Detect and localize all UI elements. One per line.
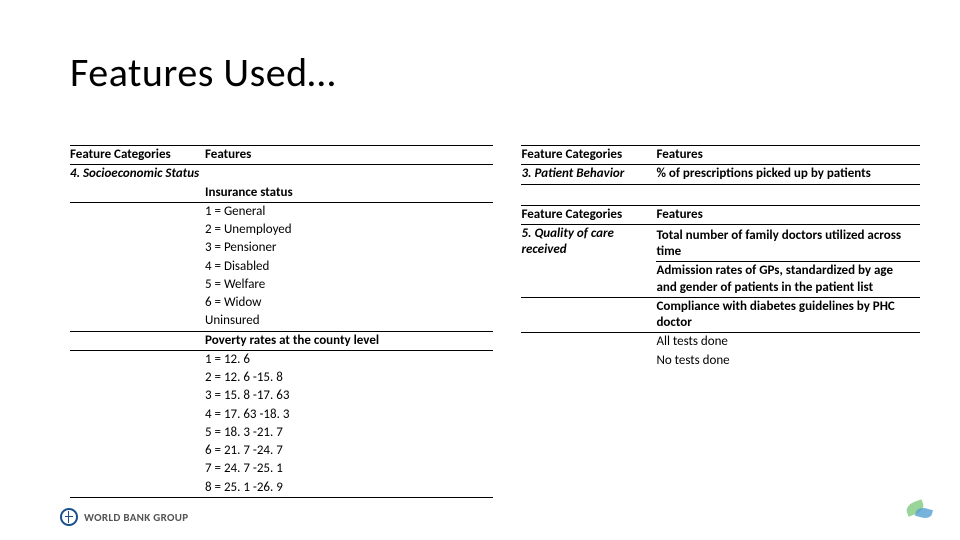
value-text: 2 = 12. 6 -15. 8 xyxy=(205,369,493,387)
globe-icon xyxy=(60,508,78,526)
category-name: 5. Quality of care received xyxy=(521,226,613,257)
value-text: 4 = Disabled xyxy=(205,258,493,276)
world-bank-logo: WORLD BANK GROUP xyxy=(60,508,188,526)
col-header-features: Features xyxy=(205,146,493,165)
category-row: 3. Patient Behavior % of prescriptions p… xyxy=(521,165,920,184)
value-row: 3 = 15. 8 -17. 63 xyxy=(70,387,493,405)
col-header-categories: Feature Categories xyxy=(521,146,656,165)
value-row: Uninsured xyxy=(70,312,493,331)
footer: WORLD BANK GROUP xyxy=(60,508,188,526)
value-text: 6 = 21. 7 -24. 7 xyxy=(205,442,493,460)
value-text: 7 = 24. 7 -25. 1 xyxy=(205,460,493,478)
table-header-row: Feature Categories Features xyxy=(70,146,493,165)
value-row: 5 = 18. 3 -21. 7 xyxy=(70,424,493,442)
feature-row: Admission rates of GPs, standardized by … xyxy=(521,262,920,298)
feature-text: % of prescriptions picked up by patients xyxy=(656,165,920,184)
page-title: Features Used… xyxy=(70,48,336,97)
value-text: 6 = Widow xyxy=(205,294,493,312)
corner-logo-icon xyxy=(900,498,942,526)
table-header-row: Feature Categories Features xyxy=(521,205,920,224)
value-text: No tests done xyxy=(656,352,920,370)
category-name: 4. Socioeconomic Status xyxy=(70,166,199,181)
category-name: 3. Patient Behavior xyxy=(521,166,624,181)
value-row: No tests done xyxy=(521,352,920,370)
value-text: 1 = General xyxy=(205,202,493,221)
right-column: Feature Categories Features 3. Patient B… xyxy=(521,145,920,498)
value-text: Uninsured xyxy=(205,312,493,331)
value-row: 4 = Disabled xyxy=(70,258,493,276)
value-row: 2 = 12. 6 -15. 8 xyxy=(70,369,493,387)
world-bank-text: WORLD BANK GROUP xyxy=(84,511,188,524)
value-text: 8 = 25. 1 -26. 9 xyxy=(205,479,493,498)
value-text: 3 = Pensioner xyxy=(205,239,493,257)
feature-text: Admission rates of GPs, standardized by … xyxy=(656,262,920,298)
left-column: Feature Categories Features 4. Socioecon… xyxy=(70,145,493,498)
value-row: 5 = Welfare xyxy=(70,276,493,294)
value-text: 2 = Unemployed xyxy=(205,221,493,239)
feature-row: Compliance with diabetes guidelines by P… xyxy=(521,297,920,333)
right-table-2: Feature Categories Features 5. Quality o… xyxy=(521,205,920,370)
value-text: 1 = 12. 6 xyxy=(205,350,493,369)
value-text: 5 = Welfare xyxy=(205,276,493,294)
feature-text: Compliance with diabetes guidelines by P… xyxy=(656,297,920,333)
feature-text: Total number of family doctors utilized … xyxy=(656,227,920,262)
value-row: 1 = 12. 6 xyxy=(70,350,493,369)
col-header-features: Features xyxy=(656,146,920,165)
value-row: 6 = Widow xyxy=(70,294,493,312)
value-row: 2 = Unemployed xyxy=(70,221,493,239)
value-row: 6 = 21. 7 -24. 7 xyxy=(70,442,493,460)
table-header-row: Feature Categories Features xyxy=(521,146,920,165)
value-text: 5 = 18. 3 -21. 7 xyxy=(205,424,493,442)
value-row: All tests done xyxy=(521,333,920,352)
value-text: 3 = 15. 8 -17. 63 xyxy=(205,387,493,405)
value-row: 3 = Pensioner xyxy=(70,239,493,257)
value-text: All tests done xyxy=(656,333,920,352)
right-table-1: Feature Categories Features 3. Patient B… xyxy=(521,145,920,185)
subgroup-header: Poverty rates at the county level xyxy=(70,331,493,350)
value-row: 7 = 24. 7 -25. 1 xyxy=(70,460,493,478)
value-row: 8 = 25. 1 -26. 9 xyxy=(70,479,493,498)
left-table: Feature Categories Features 4. Socioecon… xyxy=(70,145,493,498)
value-row: 1 = General xyxy=(70,202,493,221)
value-text: 4 = 17. 63 -18. 3 xyxy=(205,406,493,424)
value-row: 4 = 17. 63 -18. 3 xyxy=(70,406,493,424)
col-header-categories: Feature Categories xyxy=(521,205,656,224)
category-row: 4. Socioeconomic Status xyxy=(70,165,493,184)
subgroup-header: Insurance status xyxy=(70,184,493,203)
content-columns: Feature Categories Features 4. Socioecon… xyxy=(70,145,920,498)
col-header-features: Features xyxy=(656,205,920,224)
col-header-categories: Feature Categories xyxy=(70,146,205,165)
subgroup-label: Insurance status xyxy=(205,184,493,203)
subgroup-label: Poverty rates at the county level xyxy=(205,331,493,350)
